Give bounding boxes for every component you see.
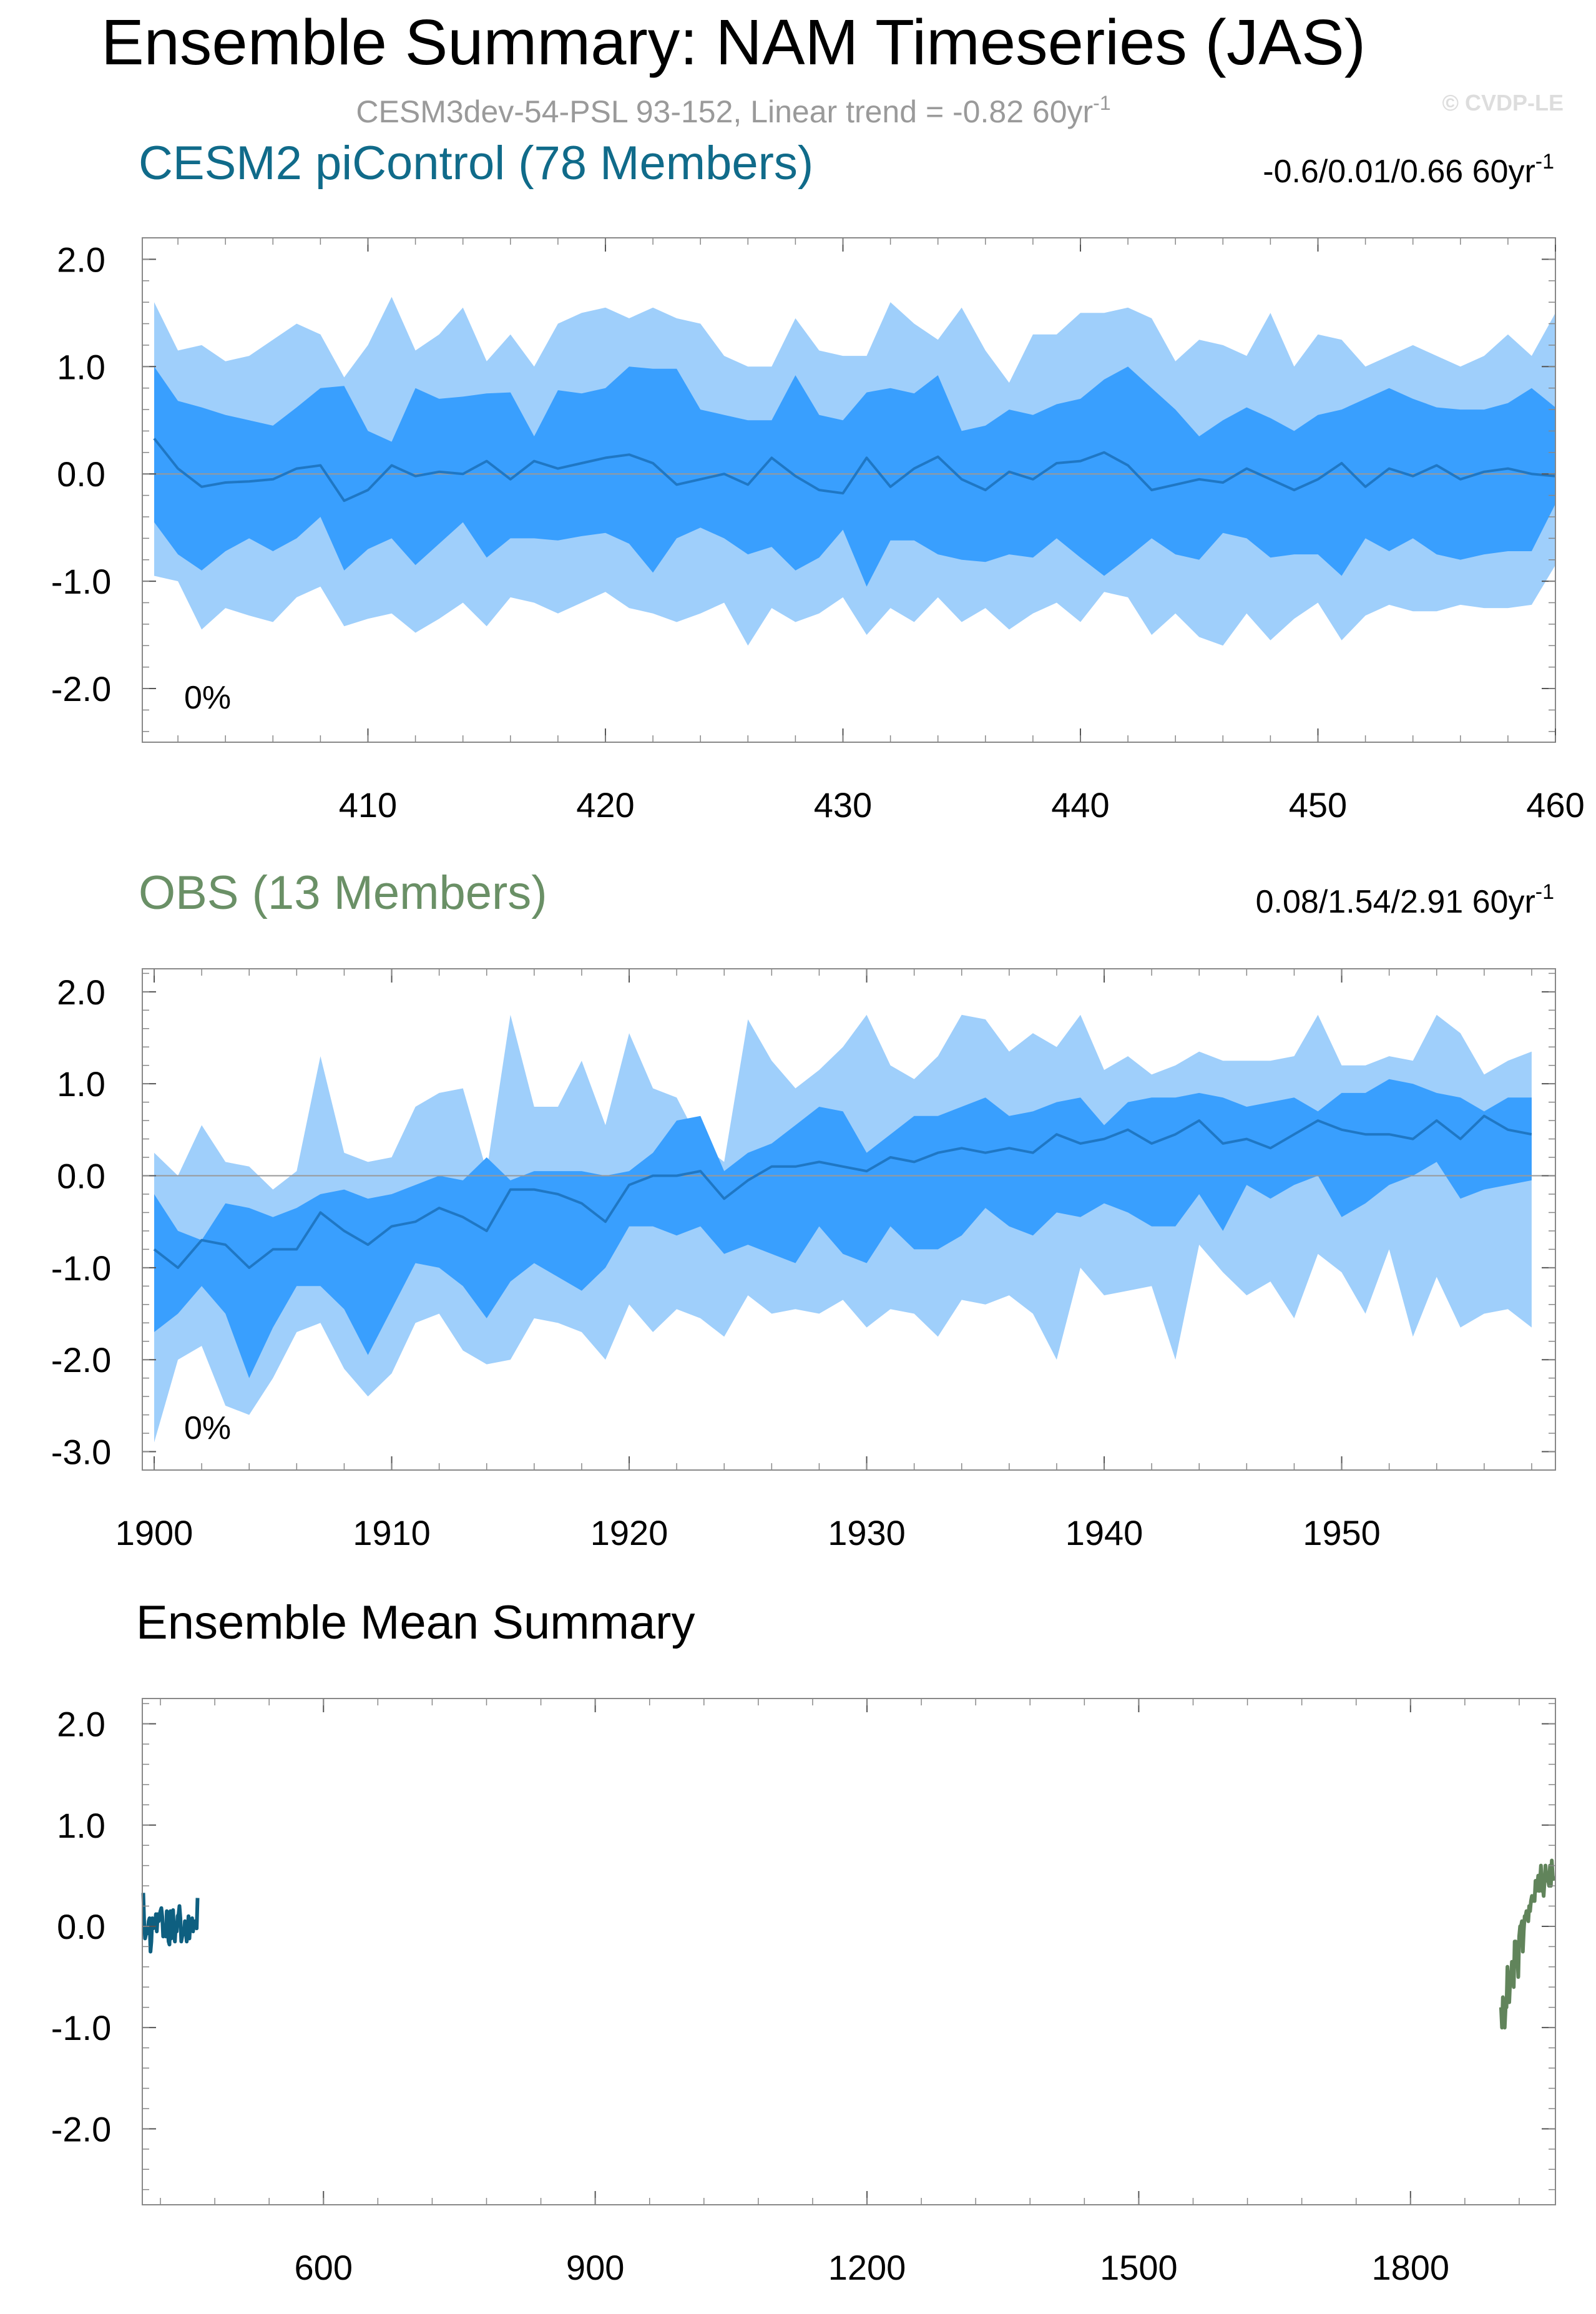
- trend-value-cesm2: -0.6/0.01/0.66 60yr: [1263, 154, 1535, 190]
- y-tick-label: 1.0: [57, 1806, 105, 1845]
- trend-superscript-obs: -1: [1535, 880, 1554, 904]
- x-tick-label: 1920: [590, 1513, 668, 1552]
- page-title: Ensemble Summary: NAM Timeseries (JAS): [101, 6, 1366, 78]
- trend-value-obs: 0.08/1.54/2.91 60yr: [1256, 884, 1535, 920]
- x-tick-label: 460: [1526, 785, 1584, 825]
- subtitle-main: CESM3dev-54-PSL 93-152, Linear trend = -…: [356, 94, 1093, 129]
- panel-title-ensemble-mean: Ensemble Mean Summary: [136, 1596, 695, 1649]
- subtitle-superscript: -1: [1093, 92, 1110, 114]
- x-tick-label: 900: [566, 2248, 624, 2287]
- x-tick-label: 1200: [828, 2248, 906, 2287]
- x-tick-label: 1930: [828, 1513, 906, 1552]
- plot-area-obs: 2.0 1.0 0.0 -1.0 -2.0 -3.0 1900 1910 1920 1930 194…: [51, 968, 1556, 1552]
- cesm2-mean-line: [141, 1893, 200, 1954]
- plot-area-cesm2: 2.0 1.0 0.0 -1.0 -2.0 410 420 430 440 450 460: [51, 237, 1585, 825]
- x-tick-label: 1900: [115, 1513, 193, 1552]
- y-tick-label: 1.0: [57, 347, 105, 386]
- y-tick-label: -1.0: [51, 1248, 112, 1288]
- trend-label-cesm2: -0.6/0.01/0.66 60yr-1: [1263, 150, 1554, 190]
- watermark: © CVDP-LE: [1442, 90, 1564, 115]
- percent-label-obs: 0%: [184, 1410, 231, 1446]
- y-tick-label: 0.0: [57, 1907, 105, 1946]
- panel-obs: OBS (13 Members) 0.08/1.54/2.91 60yr-1 2…: [51, 866, 1556, 1552]
- x-tick-label: 1910: [353, 1513, 431, 1552]
- plot-frame: [142, 1698, 1556, 2205]
- x-tick-label: 420: [576, 785, 634, 825]
- x-tick-label: 1500: [1100, 2248, 1178, 2287]
- y-tick-label: -1.0: [51, 2008, 112, 2047]
- ensemble-mean-line: [153, 438, 1556, 503]
- y-tick-label: -2.0: [51, 1340, 112, 1380]
- panel-cesm2: CESM2 piControl (78 Members) -0.6/0.01/0…: [51, 137, 1585, 825]
- plot-frame: [142, 237, 1556, 743]
- percent-label-cesm2: 0%: [184, 680, 231, 716]
- plot-area-ensemble-mean: 2.0 1.0 0.0 -1.0 -2.0 600 900 1200 1500 1800: [51, 1698, 1556, 2287]
- trend-label-obs: 0.08/1.54/2.91 60yr-1: [1256, 880, 1554, 920]
- panel-ensemble-mean: Ensemble Mean Summary 2.0 1.0 0.0 -1.0 -2.0 6…: [51, 1596, 1556, 2287]
- panel-title-obs: OBS (13 Members): [139, 866, 547, 919]
- x-tick-label: 1940: [1065, 1513, 1143, 1552]
- x-tick-label: 1800: [1372, 2248, 1450, 2287]
- y-tick-label: -1.0: [51, 562, 112, 601]
- page-subtitle: CESM3dev-54-PSL 93-152, Linear trend = -…: [356, 92, 1110, 129]
- x-tick-label: 430: [814, 785, 872, 825]
- y-tick-label: -2.0: [51, 2109, 112, 2149]
- x-tick-label: 600: [295, 2248, 353, 2287]
- y-tick-label: 0.0: [57, 1157, 105, 1196]
- y-tick-label: 2.0: [57, 240, 105, 279]
- x-tick-label: 1950: [1303, 1513, 1381, 1552]
- y-tick-label: -2.0: [51, 669, 112, 708]
- x-tick-label: 410: [339, 785, 397, 825]
- x-tick-label: 440: [1051, 785, 1109, 825]
- trend-superscript-cesm2: -1: [1535, 150, 1554, 174]
- y-tick-label: 2.0: [57, 973, 105, 1012]
- obs-mean-line: [1499, 1858, 1556, 2030]
- y-tick-label: 1.0: [57, 1064, 105, 1104]
- panel-title-cesm2: CESM2 piControl (78 Members): [139, 137, 813, 190]
- plot-frame: [142, 968, 1556, 1471]
- y-tick-label: 0.0: [57, 454, 105, 494]
- inner-band: [154, 1079, 1532, 1378]
- x-tick-label: 450: [1289, 785, 1347, 825]
- y-tick-label: -3.0: [51, 1433, 112, 1472]
- ensemble-mean-line: [153, 1114, 1532, 1269]
- y-tick-label: 2.0: [57, 1705, 105, 1744]
